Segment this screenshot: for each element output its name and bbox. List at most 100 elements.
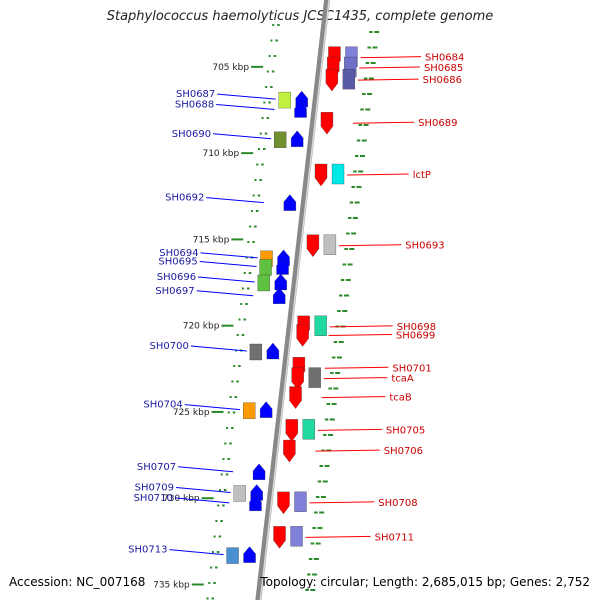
cog-category-box <box>294 491 307 512</box>
cog-category-box <box>290 526 303 547</box>
cog-category-box <box>331 163 345 185</box>
forward-gene-label: SH0701 <box>392 363 431 374</box>
reverse-gene-label: SH0709 <box>135 482 174 493</box>
cog-category-box <box>249 343 263 361</box>
reverse-gene-label: SH0690 <box>172 129 211 140</box>
forward-gene-arrow <box>296 324 309 347</box>
cog-category-box <box>302 419 315 440</box>
forward-label-leader <box>309 501 375 504</box>
reverse-gene-arrow <box>252 463 266 480</box>
forward-gene-label: SH0689 <box>418 118 457 129</box>
cog-category-box <box>259 259 272 276</box>
reverse-gene-label: SH0700 <box>150 341 189 352</box>
gene-features <box>226 46 358 564</box>
forward-gene-label: SH0686 <box>423 75 462 86</box>
reverse-label-leader <box>200 252 258 259</box>
reverse-label-leader <box>198 276 255 283</box>
forward-label-leader <box>360 56 422 59</box>
forward-gene-arrow <box>273 526 286 549</box>
reverse-label-leader <box>206 197 264 204</box>
cog-category-box <box>342 68 356 90</box>
topology-text: Topology: circular; Length: 2,685,015 bp… <box>260 575 590 589</box>
cog-category-box <box>323 234 337 255</box>
forward-label-leader <box>329 325 393 328</box>
scale-label: 730 kbp <box>163 494 200 504</box>
reverse-gene-label: SH0694 <box>159 248 198 259</box>
forward-gene-label: SH0711 <box>375 532 414 543</box>
forward-label-leader <box>305 535 371 538</box>
forward-gene-arrow <box>285 419 298 442</box>
map-title: Staphylococcus haemolyticus JCSC1435, co… <box>106 9 494 24</box>
forward-gene-label: SH0693 <box>405 241 444 252</box>
reverse-gene-label: SH0695 <box>158 256 197 267</box>
reverse-gene-label: SH0710 <box>134 493 173 504</box>
forward-label-leader <box>328 333 392 336</box>
forward-gene-label: lctP <box>413 170 431 181</box>
scale-label: 710 kbp <box>202 149 239 159</box>
cog-category-box <box>243 402 256 419</box>
reverse-gene-label: SH0688 <box>175 99 214 110</box>
forward-gene-arrow <box>277 491 290 515</box>
reverse-gene-arrow <box>249 494 262 511</box>
reverse-label-leader <box>190 345 247 352</box>
backbone-highlight <box>259 0 330 600</box>
reverse-label-leader <box>217 93 276 100</box>
cog-category-box <box>226 547 239 564</box>
reverse-label-leader <box>213 133 272 140</box>
forward-label-leader <box>357 78 419 81</box>
forward-label-leader <box>321 396 386 399</box>
forward-gene-label: SH0698 <box>397 322 436 333</box>
reverse-gene-label: SH0704 <box>143 400 182 411</box>
reverse-gene-label: SH0707 <box>137 462 176 473</box>
reverse-gene-arrow <box>283 194 297 211</box>
reverse-label-leader <box>184 404 241 411</box>
scale-label: 705 kbp <box>212 63 249 73</box>
forward-label-leader <box>317 428 382 431</box>
forward-label-leader <box>347 173 409 176</box>
reverse-gene-arrow <box>294 101 307 118</box>
forward-label-leader <box>338 244 402 247</box>
forward-gene-arrow <box>306 234 320 257</box>
forward-gene-arrow <box>314 163 328 187</box>
scale-label: 735 kbp <box>153 580 190 590</box>
reverse-gene-arrow <box>291 130 304 147</box>
accession-text: Accession: NC_007168 <box>9 575 146 589</box>
reverse-label-leader <box>169 549 224 556</box>
reverse-gene-arrow <box>274 273 287 291</box>
genome-backbone <box>255 0 331 600</box>
cog-category-box <box>257 274 270 292</box>
forward-gene-label: SH0708 <box>378 498 417 509</box>
cog-category-box <box>274 131 287 148</box>
forward-label-leader <box>359 66 420 69</box>
forward-gene-label: tcaA <box>391 374 414 385</box>
gene-labels: 705 kbp 710 kbp 715 kbp 720 kbp 725 kbp 730 k… <box>128 53 464 591</box>
forward-gene-arrow <box>320 112 334 135</box>
forward-gene-arrow <box>291 367 304 390</box>
reverse-label-leader <box>174 497 230 504</box>
reverse-gene-label: SH0697 <box>155 286 194 297</box>
reverse-label-leader <box>175 486 231 493</box>
cog-category-box <box>314 315 327 336</box>
backbone-line <box>255 0 331 600</box>
forward-gene-label: tcaB <box>389 393 412 404</box>
scale-ticks <box>191 24 380 600</box>
forward-gene-arrow <box>289 386 302 409</box>
reverse-label-leader <box>178 466 234 473</box>
scale-label: 725 kbp <box>173 408 210 418</box>
reverse-gene-label: SH0692 <box>165 193 204 204</box>
forward-label-leader <box>324 366 389 369</box>
reverse-gene-arrow <box>276 258 289 275</box>
reverse-label-leader <box>196 290 254 297</box>
reverse-label-leader <box>216 103 275 110</box>
reverse-gene-label: SH0687 <box>176 89 215 100</box>
reverse-gene-arrow <box>243 546 256 563</box>
forward-gene-label: SH0706 <box>384 446 423 457</box>
cog-category-box <box>278 91 291 109</box>
forward-label-leader <box>323 377 388 380</box>
cog-category-box <box>233 485 246 502</box>
forward-gene-label: SH0705 <box>386 425 425 436</box>
scale-label: 720 kbp <box>183 322 220 332</box>
forward-gene-arrow <box>283 439 296 463</box>
cog-category-box <box>308 367 321 388</box>
